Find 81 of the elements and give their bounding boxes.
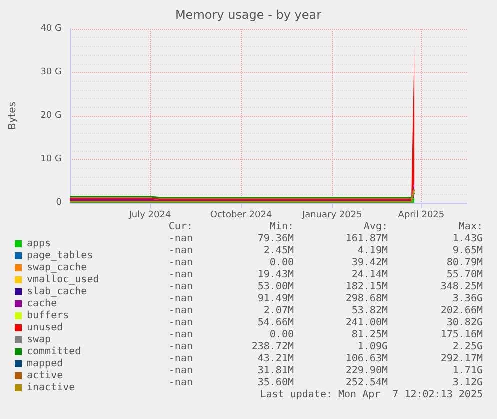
text: 1.43G — [452, 234, 483, 244]
text: -nan — [168, 318, 193, 328]
legend-label: apps — [27, 238, 52, 250]
text: 53.82M — [352, 306, 388, 316]
text: -nan — [168, 306, 193, 316]
text: 30.82G — [446, 318, 483, 328]
text: 238.72M — [252, 342, 294, 352]
text: 3.12G — [452, 378, 483, 388]
text: 19.43M — [258, 270, 294, 280]
legend-label: swap — [27, 334, 52, 346]
text: -nan — [168, 294, 193, 304]
legend-label: active — [27, 370, 64, 382]
text: 161.87M — [346, 234, 388, 244]
text: 53.00M — [258, 282, 294, 292]
x-tick-label: January 2025 — [301, 210, 362, 220]
text: 1.71G — [452, 366, 483, 376]
text: Max: — [458, 222, 483, 232]
text: 182.15M — [346, 282, 388, 292]
y-axis-title: Bytes — [8, 102, 18, 130]
text: 80.79M — [446, 258, 483, 268]
text: -nan — [168, 366, 193, 376]
text: 175.16M — [440, 330, 483, 340]
text: 31.81M — [258, 366, 294, 376]
x-tick-label: July 2024 — [128, 210, 172, 220]
legend-label: page_tables — [27, 250, 94, 262]
text: 81.25M — [352, 330, 388, 340]
y-tick-label: 30 G — [40, 68, 62, 78]
text: -nan — [168, 282, 193, 292]
text: -nan — [168, 354, 193, 364]
text: -nan — [168, 330, 193, 340]
text: 0.00 — [270, 330, 294, 340]
text: 106.63M — [346, 354, 388, 364]
text: 35.60M — [258, 378, 294, 388]
x-tick-label: October 2024 — [210, 210, 272, 220]
text: 0.00 — [270, 258, 294, 268]
text: Cur: — [168, 222, 193, 232]
text: -nan — [168, 234, 193, 244]
text: 3.36G — [452, 294, 483, 304]
text: 2.45M — [264, 246, 294, 256]
x-tick-label: April 2025 — [398, 210, 445, 220]
text: -nan — [168, 378, 193, 388]
text: 1.09G — [358, 342, 388, 352]
legend-label: buffers — [27, 310, 70, 322]
text: 4.19M — [358, 246, 388, 256]
text: 298.68M — [346, 294, 388, 304]
text: Last update: Mon Apr 7 12:02:13 2025 — [260, 390, 483, 400]
legend-label: slab_cache — [27, 286, 88, 298]
chart-title: Memory usage - by year — [175, 8, 322, 22]
text: -nan — [168, 246, 193, 256]
y-tick-label: 20 G — [40, 111, 62, 121]
text: 24.14M — [352, 270, 388, 280]
text: 348.25M — [440, 282, 483, 292]
text: 2.25G — [452, 342, 483, 352]
text: -nan — [168, 258, 193, 268]
text: Min: — [270, 222, 294, 232]
text: 2.07M — [264, 306, 294, 316]
text: 229.90M — [346, 366, 388, 376]
text: 202.66M — [440, 306, 483, 316]
text: 39.42M — [352, 258, 388, 268]
text: 252.54M — [346, 378, 388, 388]
legend-label: vmalloc_used — [27, 274, 100, 286]
legend-label: mapped — [27, 358, 64, 370]
text: 43.21M — [258, 354, 294, 364]
legend-label: inactive — [27, 382, 76, 394]
legend-label: cache — [27, 298, 58, 310]
text: 241.00M — [346, 318, 388, 328]
text: 54.66M — [258, 318, 294, 328]
text: -nan — [168, 270, 193, 280]
text: 9.65M — [452, 246, 483, 256]
y-tick-label: 10 G — [40, 154, 62, 164]
text: 79.36M — [258, 234, 294, 244]
text: 55.70M — [446, 270, 483, 280]
text: Avg: — [364, 222, 388, 232]
legend-label: committed — [27, 346, 82, 358]
y-tick-label: 40 G — [40, 24, 62, 34]
text: 292.17M — [440, 354, 483, 364]
y-tick-label: 0 — [56, 198, 62, 208]
legend-label: swap_cache — [27, 262, 88, 274]
text: -nan — [168, 342, 193, 352]
text: 91.49M — [258, 294, 294, 304]
legend-label: unused — [27, 322, 64, 334]
